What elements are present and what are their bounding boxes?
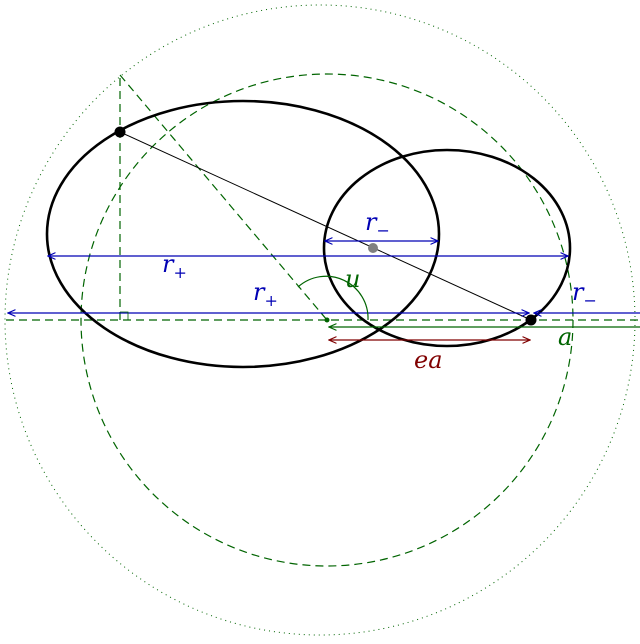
r-minus-inner-label: r− [365, 208, 390, 240]
ea-label: ea [414, 346, 443, 374]
right-angle-mark [120, 311, 129, 320]
body-2-point [525, 314, 537, 326]
body-1-point [114, 126, 126, 138]
connecting-line [119, 131, 532, 321]
center-point [324, 317, 330, 323]
large-orbit-ellipse [45, 99, 441, 369]
r-minus-right-label: r− [572, 278, 597, 310]
semi-major-a-label: a [558, 323, 572, 351]
dashed-radius-line [119, 74, 328, 321]
angle-u-label: u [345, 265, 360, 293]
r-plus-long-label: r+ [162, 250, 187, 282]
r-plus-short-label: r+ [253, 278, 278, 310]
angle-u-arc [297, 275, 369, 321]
small-orbit-ellipse [322, 148, 572, 348]
barycenter-point [368, 243, 378, 253]
